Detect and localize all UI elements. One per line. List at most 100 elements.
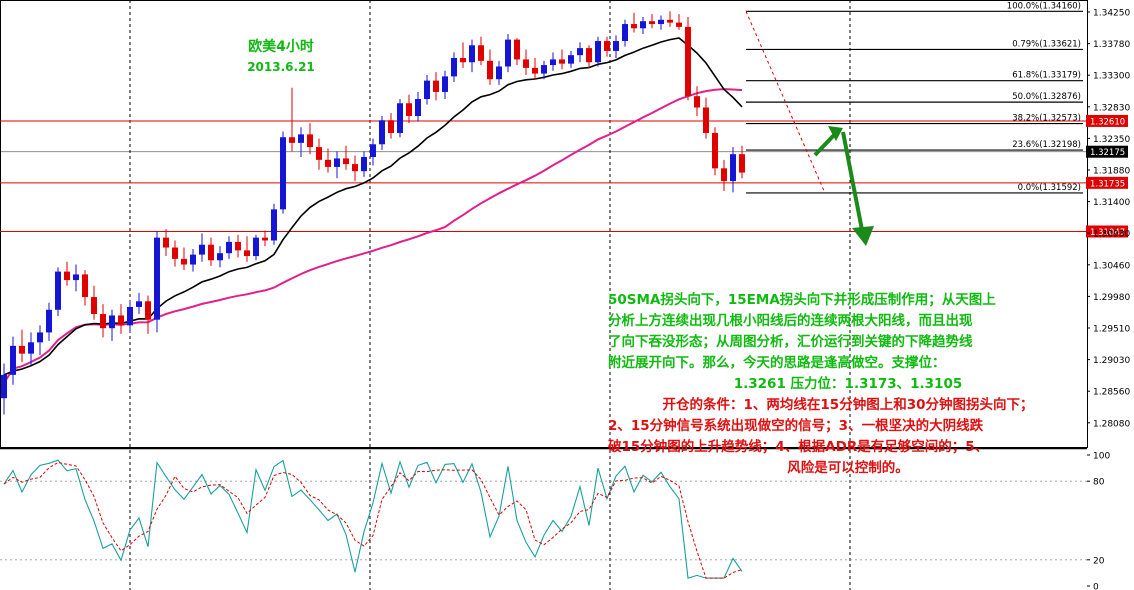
candle-bull [595, 41, 601, 63]
candle-bear [307, 134, 313, 148]
candle-bull [658, 19, 664, 25]
stoch-k-line [3, 459, 743, 579]
stoch-d-line [3, 461, 743, 579]
candle-bull [361, 157, 367, 172]
price-tick-label: 1.28080 [1093, 419, 1130, 429]
candle-bear [262, 237, 268, 241]
candle-bear [721, 168, 727, 182]
trade-arrows [813, 126, 874, 246]
osc-tick-label: 80 [1093, 478, 1105, 488]
osc-tick-label: 20 [1093, 556, 1105, 566]
candle-bull [577, 48, 583, 56]
fibonacci-levels: 100.0%(1.34160) 0.79%(1.33621) 61.8%(1.331… [745, 1, 1083, 194]
candle-bear [19, 345, 25, 354]
analysis-line: 2、15分钟信号系统出现做空的信号；3、一根坚决的大阴线跌 [608, 418, 984, 434]
osc-tick-label: 0 [1093, 583, 1099, 590]
analysis-line: 50SMA拐头向下，15EMA拐头向下并形成压制作用；从天图上 [608, 292, 996, 308]
arrow-head-up [828, 126, 843, 141]
candle-bear [460, 57, 466, 63]
price-level-tag [1086, 145, 1128, 158]
analysis-line: 了向下吞没形态；从周图分析，汇价运行到关键的下降趋势线 [608, 334, 973, 350]
analysis-line: 分析上方连续出现几根小阳线后的连续两根大阳线，而且出现 [608, 313, 973, 329]
analysis-line: 附近展开向下。那么，今天的思路是逢高做空。支撑位： [608, 355, 946, 371]
candle-bear [64, 271, 70, 281]
candle-bull [496, 66, 502, 80]
price-tick-label: 1.29030 [1093, 356, 1130, 366]
arrow-shaft-up [813, 132, 837, 157]
analysis-green: 50SMA拐头向下，15EMA拐头向下并形成压制作用；从天图上 分析上方连续出现… [608, 290, 1088, 395]
candle-bear [523, 59, 529, 68]
candle-bull [190, 254, 196, 265]
candle-bull [505, 39, 511, 67]
fib-label: 38.2%(1.32573) [1012, 114, 1081, 124]
price-level-tag [1086, 176, 1128, 189]
analysis-levels: 1.3261 压力位：1.3173、1.3105 [733, 376, 963, 392]
fib-label: 61.8%(1.33179) [1012, 71, 1081, 81]
price-level-tag [1086, 225, 1128, 238]
candle-bear [181, 258, 187, 265]
analysis-line: 破15分钟图的上升趋势线；4、根据ADR是有足够空间的；5、 [608, 439, 989, 455]
candle-bull [109, 315, 115, 329]
candle-bull [622, 24, 628, 42]
candle-bear [685, 26, 691, 97]
candle-bear [145, 301, 151, 320]
candle-bull [136, 301, 142, 307]
analysis-line: 开仓的条件：1、两均线在15分钟图上和30分钟图拐头向下； [662, 397, 1034, 413]
fib-label: 0.79%(1.33621) [1012, 39, 1081, 49]
chart-grid [0, 0, 1088, 590]
candle-bull [271, 209, 277, 241]
price-tick-label: 1.29510 [1093, 325, 1130, 335]
chart-title: 欧美4小时 2013.6.21 [246, 36, 316, 74]
candle-bull [298, 134, 304, 143]
candle-bear [487, 60, 493, 80]
candle-bear [514, 39, 520, 60]
candle-bear [532, 67, 538, 74]
candle-bear [289, 137, 295, 143]
price-level-label: 1.31735 [1090, 179, 1125, 189]
candle-bull [55, 271, 61, 310]
candle-bull [154, 237, 160, 320]
osc-tick-label: 100 [1093, 452, 1110, 462]
candle-bear [91, 297, 97, 315]
candle-bear [163, 237, 169, 248]
candle-bear [694, 96, 700, 108]
arrow-shaft-down [841, 131, 864, 231]
candle-bull [469, 45, 475, 63]
candle-bear [208, 244, 214, 261]
price-tick-label: 1.32830 [1093, 103, 1130, 113]
candle-bull [1, 374, 7, 399]
stochastic-oscillator [0, 459, 1087, 579]
price-level-tag [1086, 114, 1128, 127]
candle-bull [730, 154, 736, 182]
candle-bull [334, 158, 340, 167]
price-tick-label: 1.31400 [1093, 198, 1130, 208]
candle-bull [217, 253, 223, 261]
candle-bear [739, 154, 745, 173]
price-tick-label: 1.31880 [1093, 167, 1130, 177]
chart-title-symbol: 欧美4小时 [248, 39, 314, 55]
price-tick-label: 1.32350 [1093, 135, 1130, 145]
candle-bear [712, 132, 718, 169]
candle-bear [118, 315, 124, 326]
candle-bear [316, 147, 322, 160]
candle-bear [82, 274, 88, 298]
candle-bull [46, 309, 52, 333]
candle-bull [568, 55, 574, 64]
candle-bear [244, 250, 250, 257]
candle-bull [550, 59, 556, 66]
chart-title-date: 2013.6.21 [247, 60, 315, 74]
candle-bull [424, 80, 430, 100]
candle-bull [28, 342, 34, 354]
analysis-line: 风险是可以控制的。 [787, 460, 909, 476]
candle-bull [442, 76, 448, 92]
price-tick-label: 1.30460 [1093, 261, 1130, 271]
candle-bear [172, 247, 178, 259]
horizontal-levels [0, 120, 1087, 232]
candle-bull [397, 103, 403, 133]
candle-bear [325, 159, 331, 167]
candle-bull [10, 345, 16, 375]
candle-bear [631, 24, 637, 29]
candle-bull [379, 120, 385, 145]
price-tick-label: 1.30930 [1093, 230, 1130, 240]
